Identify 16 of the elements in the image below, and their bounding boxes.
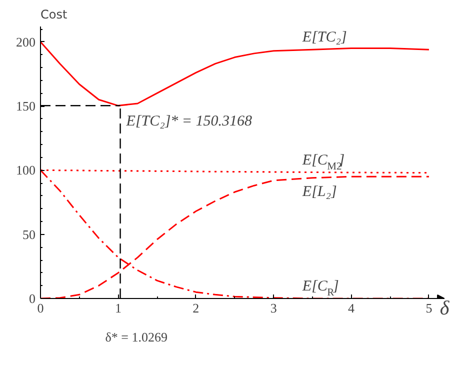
x-tick-label: 2 (192, 300, 200, 316)
x-tick-label: 5 (426, 300, 432, 316)
y-tick-label: 0 (29, 291, 36, 306)
x-tick-label: 4 (348, 300, 356, 316)
y-tick-label: 100 (16, 162, 36, 178)
y-tick-label: 50 (22, 226, 36, 242)
ref-line-label: δ* = 1.0269 (105, 330, 168, 344)
series-label: E[L₂] (301, 184, 337, 200)
y-tick-label: 150 (16, 98, 36, 114)
x-tick-label: 3 (270, 300, 277, 316)
x-tick-label: 1 (114, 300, 122, 316)
series-label: E[TC₂] (301, 30, 347, 46)
x-axis-title: δ (440, 298, 450, 320)
y-axis-title: Cost (40, 8, 68, 22)
y-tick-label: 200 (16, 34, 36, 50)
ref-line-label: E[TC₂]* = 150.3168 (125, 114, 253, 130)
